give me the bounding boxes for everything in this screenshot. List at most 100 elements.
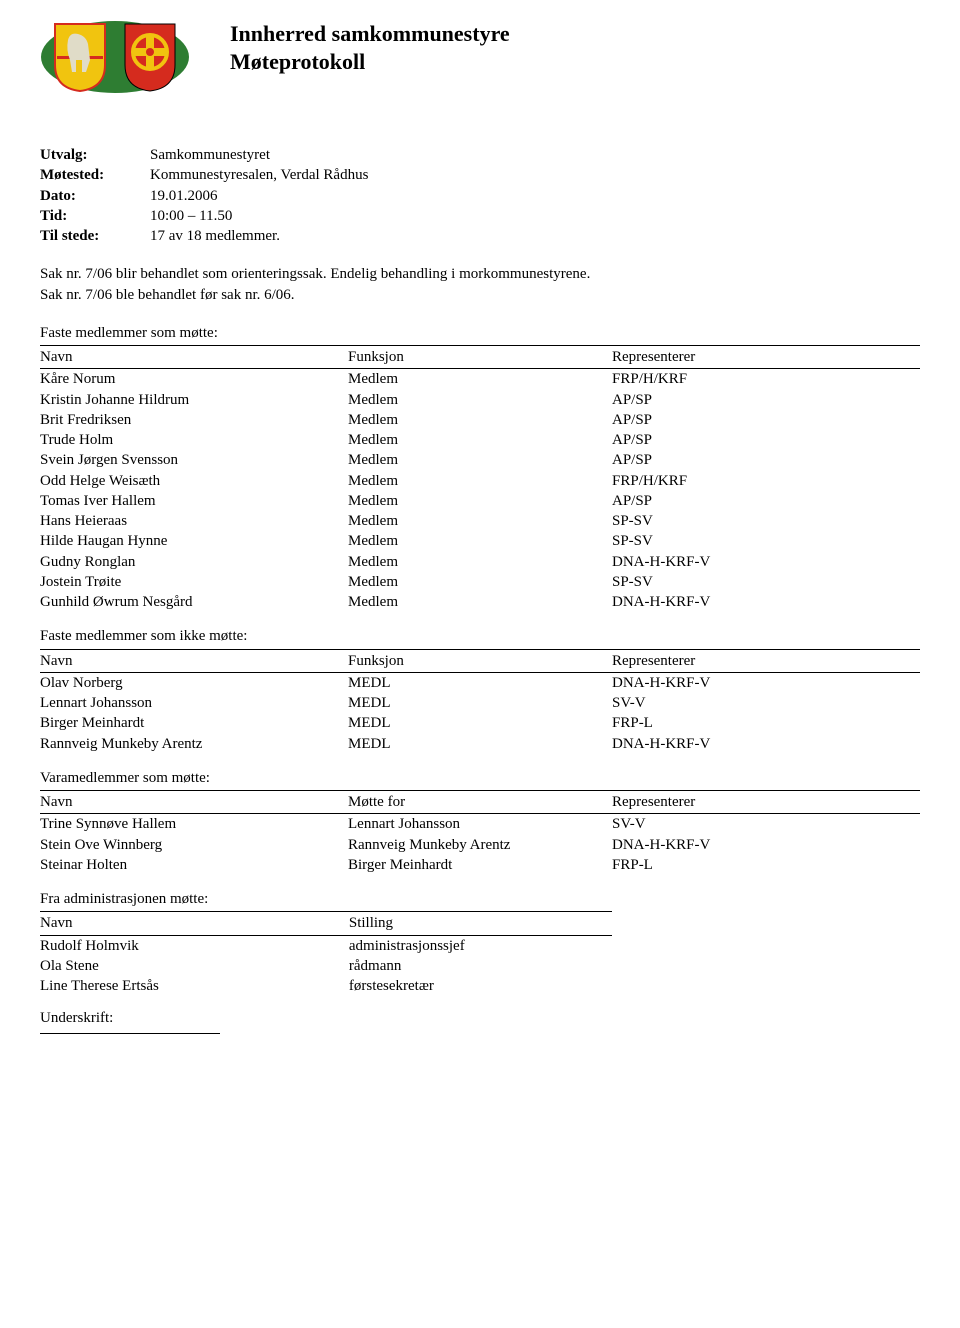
table-cell: Tomas Iver Hallem xyxy=(40,491,348,511)
section-title-vara: Varamedlemmer som møtte: xyxy=(40,768,920,788)
table-cell: Medlem xyxy=(348,471,612,491)
municipality-logo xyxy=(40,20,190,95)
table-cell: Rannveig Munkeby Arentz xyxy=(348,835,612,855)
table-cell: Rudolf Holmvik xyxy=(40,935,349,956)
table-row: Odd Helge WeisæthMedlemFRP/H/KRF xyxy=(40,471,920,491)
table-cell: FRP/H/KRF xyxy=(612,369,920,390)
col-header-navn: Navn xyxy=(40,912,349,935)
table-cell: MEDL xyxy=(348,734,612,754)
table-cell: AP/SP xyxy=(612,390,920,410)
table-cell: Medlem xyxy=(348,552,612,572)
table-cell: Medlem xyxy=(348,430,612,450)
table-row: Rudolf Holmvikadministrasjonssjef xyxy=(40,935,612,956)
table-cell: FRP/H/KRF xyxy=(612,471,920,491)
table-row: Gudny RonglanMedlemDNA-H-KRF-V xyxy=(40,552,920,572)
col-header-funksjon: Funksjon xyxy=(348,346,612,369)
meta-label-tilstede: Til stede: xyxy=(40,226,150,246)
table-cell: Steinar Holten xyxy=(40,855,348,875)
table-row: Hans HeieraasMedlemSP-SV xyxy=(40,511,920,531)
table-header-row: Navn Funksjon Representerer xyxy=(40,649,920,672)
col-header-navn: Navn xyxy=(40,791,348,814)
meta-label-utvalg: Utvalg: xyxy=(40,145,150,165)
case-note-line: Sak nr. 7/06 ble behandlet før sak nr. 6… xyxy=(40,285,920,305)
signature-line xyxy=(40,1033,220,1034)
table-header-row: Navn Møtte for Representerer xyxy=(40,791,920,814)
table-cell: AP/SP xyxy=(612,410,920,430)
admin-table: Navn Stilling Rudolf Holmvikadministrasj… xyxy=(40,911,612,996)
table-cell: Medlem xyxy=(348,531,612,551)
table-cell: FRP-L xyxy=(612,713,920,733)
table-row: Stein Ove WinnbergRannveig Munkeby Arent… xyxy=(40,835,920,855)
table-cell: Medlem xyxy=(348,592,612,612)
faste-motte-table: Navn Funksjon Representerer Kåre NorumMe… xyxy=(40,345,920,612)
table-cell: Brit Fredriksen xyxy=(40,410,348,430)
table-cell: MEDL xyxy=(348,713,612,733)
section-title-admin: Fra administrasjonen møtte: xyxy=(40,889,920,909)
table-cell: Hilde Haugan Hynne xyxy=(40,531,348,551)
meta-label-dato: Dato: xyxy=(40,186,150,206)
table-cell: MEDL xyxy=(348,693,612,713)
table-row: Ola Stenerådmann xyxy=(40,956,612,976)
table-header-row: Navn Stilling xyxy=(40,912,612,935)
table-cell: Birger Meinhardt xyxy=(348,855,612,875)
table-cell: Gudny Ronglan xyxy=(40,552,348,572)
table-cell: Birger Meinhardt xyxy=(40,713,348,733)
table-row: Kåre NorumMedlemFRP/H/KRF xyxy=(40,369,920,390)
table-cell: Medlem xyxy=(348,450,612,470)
vara-table: Navn Møtte for Representerer Trine Synnø… xyxy=(40,790,920,875)
table-cell: Ola Stene xyxy=(40,956,349,976)
table-cell: DNA-H-KRF-V xyxy=(612,734,920,754)
table-cell: SP-SV xyxy=(612,572,920,592)
section-title-faste-motte: Faste medlemmer som møtte: xyxy=(40,323,920,343)
table-cell: Medlem xyxy=(348,410,612,430)
table-cell: FRP-L xyxy=(612,855,920,875)
table-cell: AP/SP xyxy=(612,430,920,450)
case-notes: Sak nr. 7/06 blir behandlet som orienter… xyxy=(40,264,920,305)
table-row: Svein Jørgen SvenssonMedlemAP/SP xyxy=(40,450,920,470)
table-cell: AP/SP xyxy=(612,491,920,511)
col-header-representerer: Representerer xyxy=(612,791,920,814)
table-cell: Gunhild Øwrum Nesgård xyxy=(40,592,348,612)
meta-label-motested: Møtested: xyxy=(40,165,150,185)
title-block: Innherred samkommunestyre Møteprotokoll xyxy=(230,20,510,75)
table-cell: Medlem xyxy=(348,511,612,531)
table-cell: Medlem xyxy=(348,491,612,511)
meta-label-tid: Tid: xyxy=(40,206,150,226)
signature-section: Underskrift: xyxy=(40,1008,920,1033)
table-cell: Medlem xyxy=(348,390,612,410)
meta-value-motested: Kommunestyresalen, Verdal Rådhus xyxy=(150,165,920,185)
table-cell: SP-SV xyxy=(612,531,920,551)
table-row: Tomas Iver HallemMedlemAP/SP xyxy=(40,491,920,511)
col-header-stilling: Stilling xyxy=(349,912,612,935)
meta-value-utvalg: Samkommunestyret xyxy=(150,145,920,165)
table-cell: administrasjonssjef xyxy=(349,935,612,956)
table-cell: Line Therese Ertsås xyxy=(40,976,349,996)
section-title-faste-ikke-motte: Faste medlemmer som ikke møtte: xyxy=(40,626,920,646)
col-header-navn: Navn xyxy=(40,649,348,672)
col-header-representerer: Representerer xyxy=(612,346,920,369)
table-cell: Hans Heieraas xyxy=(40,511,348,531)
col-header-navn: Navn xyxy=(40,346,348,369)
table-cell: AP/SP xyxy=(612,450,920,470)
table-cell: Trude Holm xyxy=(40,430,348,450)
table-cell: førstesekretær xyxy=(349,976,612,996)
table-cell: Odd Helge Weisæth xyxy=(40,471,348,491)
case-note-line: Sak nr. 7/06 blir behandlet som orienter… xyxy=(40,264,920,284)
table-row: Lennart JohanssonMEDLSV-V xyxy=(40,693,920,713)
col-header-representerer: Representerer xyxy=(612,649,920,672)
document-header: Innherred samkommunestyre Møteprotokoll xyxy=(40,20,920,95)
table-cell: rådmann xyxy=(349,956,612,976)
table-row: Rannveig Munkeby ArentzMEDLDNA-H-KRF-V xyxy=(40,734,920,754)
table-cell: Kåre Norum xyxy=(40,369,348,390)
table-row: Trude HolmMedlemAP/SP xyxy=(40,430,920,450)
table-cell: Stein Ove Winnberg xyxy=(40,835,348,855)
signature-label: Underskrift: xyxy=(40,1010,113,1026)
table-cell: Kristin Johanne Hildrum xyxy=(40,390,348,410)
table-cell: SV-V xyxy=(612,693,920,713)
table-cell: DNA-H-KRF-V xyxy=(612,592,920,612)
title-line-1: Innherred samkommunestyre xyxy=(230,21,510,46)
title-line-2: Møteprotokoll xyxy=(230,49,365,74)
meta-value-tid: 10:00 – 11.50 xyxy=(150,206,920,226)
table-header-row: Navn Funksjon Representerer xyxy=(40,346,920,369)
table-cell: Lennart Johansson xyxy=(40,693,348,713)
